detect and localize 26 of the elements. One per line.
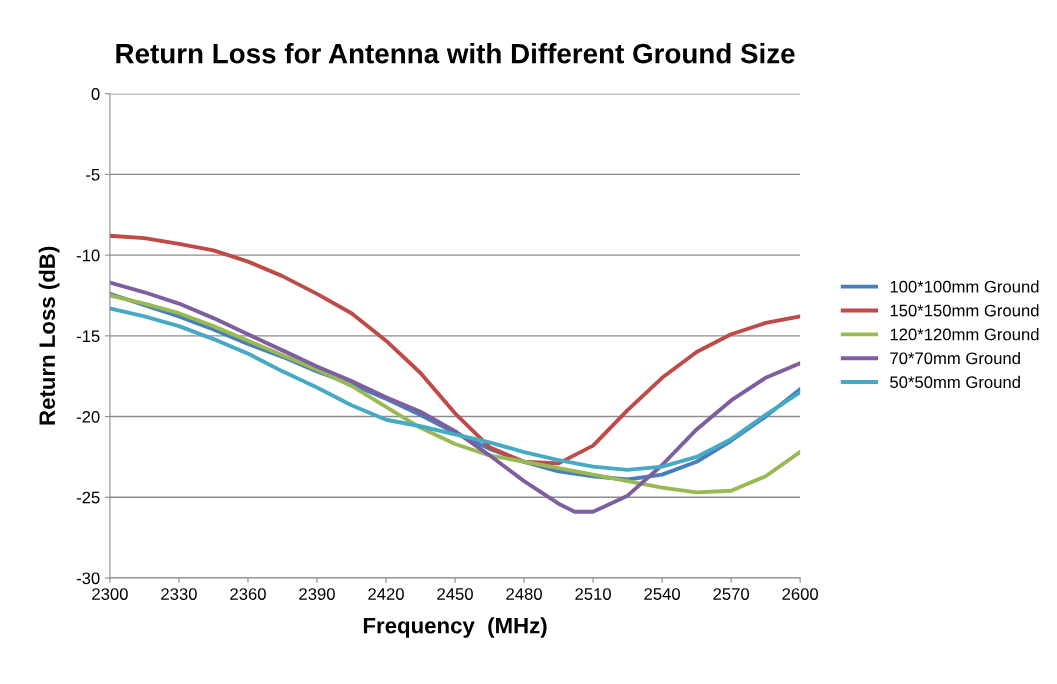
x-tick-label: 2300 <box>92 588 128 600</box>
x-tick-label: 2510 <box>575 588 611 600</box>
x-tick-label: 2540 <box>644 588 680 600</box>
legend-label: 100*100mm Ground <box>890 280 1039 293</box>
y-tick-label: -10 <box>76 249 100 262</box>
legend-label: 50*50mm Ground <box>890 375 1020 389</box>
y-tick-label: -25 <box>76 491 100 504</box>
x-tick-label: 2480 <box>506 588 542 600</box>
y-tick-label: -5 <box>86 168 100 181</box>
y-tick-label: 0 <box>91 88 100 100</box>
y-axis-title: Return Loss (dB) <box>38 246 60 425</box>
x-tick-label: 2390 <box>299 588 335 600</box>
x-tick-label: 2600 <box>782 588 819 600</box>
y-tick-label: -20 <box>76 410 100 423</box>
x-axis-title: Frequency (MHz) <box>363 617 547 638</box>
y-tick-label: -15 <box>76 330 100 343</box>
legend-label: 120*120mm Ground <box>890 328 1039 341</box>
x-tick-label: 2450 <box>437 588 473 600</box>
legend-label: 70*70mm Ground <box>890 351 1020 365</box>
x-tick-label: 2570 <box>713 588 750 600</box>
x-tick-label: 2360 <box>230 588 266 600</box>
x-tick-label: 2420 <box>368 588 404 600</box>
legend-label: 150*150mm Ground <box>890 304 1039 317</box>
y-tick-label: -30 <box>76 572 100 585</box>
x-tick-label: 2330 <box>161 588 197 600</box>
chart-title: Return Loss for Antenna with Different Ground Size <box>116 43 795 64</box>
